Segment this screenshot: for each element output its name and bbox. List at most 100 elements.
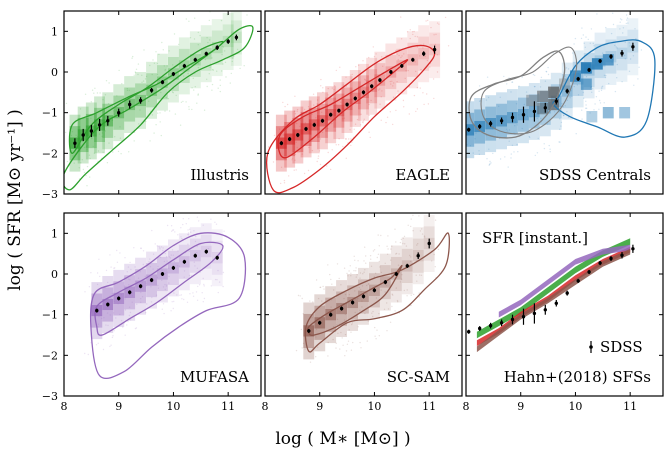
histogram-cell	[157, 279, 168, 292]
scatter-point	[387, 235, 389, 237]
scatter-point	[605, 26, 607, 29]
scatter-point	[221, 70, 223, 72]
scatter-point	[294, 153, 297, 156]
scatter-point	[412, 33, 414, 36]
scatter-point	[342, 84, 344, 86]
scatter-point	[114, 267, 116, 269]
median-point	[171, 266, 176, 270]
sfs-bands	[476, 238, 631, 353]
scatter-point	[635, 38, 637, 40]
scatter-point	[628, 70, 631, 73]
scatter-point	[599, 99, 601, 102]
scatter-point	[592, 88, 594, 90]
scatter-point	[395, 241, 397, 243]
scatter-point	[426, 93, 428, 95]
scatter-point	[327, 151, 329, 154]
scatter-point	[137, 63, 140, 65]
outer-contour	[304, 232, 450, 353]
scatter-point	[398, 54, 400, 57]
panel-5: 8 9 10 11 Hahn+(2018) SFSs SFR [instant.] SDSS	[463, 212, 664, 413]
median-point	[383, 280, 388, 284]
scatter-point	[353, 270, 355, 272]
x-tick-label: 10	[166, 400, 180, 413]
histogram-cell	[336, 314, 347, 326]
scatter-point	[397, 90, 399, 92]
histogram-cell	[211, 30, 223, 42]
scatter-point	[562, 114, 565, 117]
scatter-point	[349, 265, 351, 267]
histogram-cell	[336, 280, 347, 292]
scatter-point	[199, 54, 201, 56]
scatter-point	[359, 309, 361, 311]
panel-0: −3 −2 −1 0 1 Illustris	[42, 10, 262, 201]
scatter-point	[212, 69, 214, 71]
scatter-point	[566, 99, 569, 102]
scatter-point	[369, 255, 372, 257]
scatter-point	[319, 286, 322, 288]
scatter-point	[96, 272, 99, 274]
histogram-cell	[594, 66, 606, 79]
scatter-point	[633, 84, 635, 87]
scatter-point	[399, 281, 402, 283]
scatter-point	[294, 159, 296, 161]
scatter-point	[348, 270, 350, 272]
histogram-cell	[358, 75, 369, 87]
scatter-point	[156, 245, 158, 247]
scatter-point	[378, 335, 380, 337]
histogram-cell	[300, 146, 312, 158]
histogram-cell	[349, 115, 361, 127]
histogram-cell	[157, 291, 168, 303]
median-point	[598, 59, 602, 63]
scatter-point	[559, 118, 561, 120]
scatter-point	[581, 27, 583, 29]
histogram-cell	[550, 118, 562, 130]
histogram-cell	[390, 256, 402, 269]
histogram-cell	[300, 111, 312, 124]
scatter-point	[332, 326, 335, 328]
histogram-cell	[572, 96, 584, 108]
scatter-point	[340, 331, 342, 334]
scatter-point	[534, 74, 536, 77]
scatter-point	[185, 101, 187, 103]
histogram-cell	[407, 31, 419, 43]
histogram-cell	[113, 304, 125, 316]
scatter-point	[280, 166, 283, 168]
scatter-point	[173, 33, 176, 35]
histogram-cell	[94, 96, 105, 108]
histogram-cell	[561, 96, 573, 109]
scatter-point	[319, 286, 321, 289]
scatter-point	[338, 138, 340, 140]
scatter-point	[587, 38, 589, 41]
scatter-point	[393, 82, 395, 84]
scatter-point	[612, 23, 615, 26]
scatter-point	[327, 341, 329, 344]
histogram-cell	[189, 227, 201, 239]
scatter-point	[350, 144, 352, 147]
scatter-point	[540, 117, 542, 120]
histogram-cell	[341, 76, 353, 88]
scatter-point	[126, 324, 128, 326]
scatter-point	[162, 249, 164, 252]
histogram-cell	[146, 263, 157, 275]
median-point	[95, 308, 99, 313]
scatter-point	[381, 56, 383, 58]
scatter-point	[202, 224, 204, 226]
histogram-cell	[325, 286, 337, 298]
x-tick-label: 9	[115, 400, 122, 413]
scatter-point	[188, 250, 190, 252]
scatter-point	[499, 158, 502, 160]
scatter-point	[348, 329, 350, 331]
scatter-point	[386, 330, 388, 332]
scatter-point	[156, 73, 159, 76]
scatter-point	[434, 266, 436, 268]
histogram-cell	[627, 29, 639, 42]
median-point	[554, 99, 558, 104]
scatter-point	[308, 138, 310, 140]
histogram-cell	[528, 117, 540, 129]
scatter-point	[128, 306, 131, 308]
scatter-point	[93, 152, 96, 154]
scatter-point	[427, 19, 429, 22]
scatter-point	[395, 287, 397, 289]
scatter-point	[316, 103, 318, 105]
